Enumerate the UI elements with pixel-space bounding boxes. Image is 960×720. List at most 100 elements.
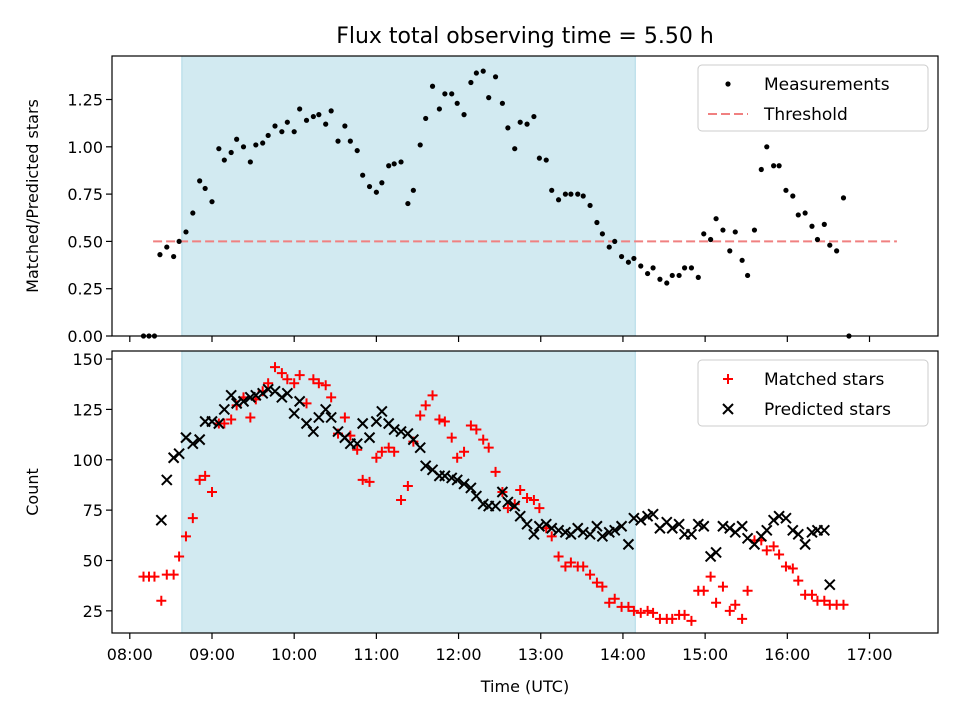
data-point xyxy=(578,561,589,572)
data-point xyxy=(310,113,316,120)
data-point xyxy=(347,138,353,144)
data-point xyxy=(360,172,366,178)
data-point xyxy=(478,434,489,445)
data-point xyxy=(701,231,707,237)
data-point xyxy=(209,199,215,205)
data-point xyxy=(780,561,791,572)
data-point xyxy=(197,178,203,184)
data-point xyxy=(176,238,182,245)
data-point xyxy=(609,524,621,536)
data-point xyxy=(439,470,451,482)
data-point xyxy=(326,392,337,403)
data-point xyxy=(354,147,360,154)
data-point xyxy=(594,219,600,226)
data-point xyxy=(717,581,728,592)
data-point xyxy=(364,476,375,487)
y-tick-label: 100 xyxy=(72,451,103,470)
data-point xyxy=(206,487,217,497)
data-point xyxy=(325,411,337,424)
data-point xyxy=(732,229,738,235)
data-point xyxy=(528,528,540,541)
data-point xyxy=(289,378,300,389)
data-point xyxy=(635,514,647,526)
legend-label: Predicted stars xyxy=(764,400,891,420)
data-point xyxy=(720,227,726,233)
data-point xyxy=(502,503,513,514)
data-point xyxy=(228,149,234,156)
data-point xyxy=(245,412,256,423)
data-point xyxy=(638,263,644,269)
data-point xyxy=(698,520,710,532)
data-point xyxy=(802,210,808,216)
data-point xyxy=(272,123,278,129)
data-point xyxy=(553,551,564,562)
data-point xyxy=(751,227,758,233)
data-point xyxy=(183,229,189,235)
data-point xyxy=(451,474,463,486)
legend: Matched stars Predicted stars xyxy=(697,359,929,427)
data-point xyxy=(587,202,593,209)
data-point xyxy=(263,378,274,389)
top-panel: 0.00 0.25 0.50 0.75 1.00 1.25 Matched/Predicte… xyxy=(23,55,939,346)
legend-marker xyxy=(722,403,734,415)
y-tick-label: 0.75 xyxy=(67,185,103,204)
data-point xyxy=(827,242,833,248)
data-point xyxy=(612,238,618,245)
data-point xyxy=(434,414,445,425)
data-point xyxy=(650,265,656,271)
data-point xyxy=(585,569,596,580)
data-point xyxy=(388,423,400,436)
data-point xyxy=(625,259,632,265)
data-point xyxy=(809,223,815,229)
y-axis-label: Count xyxy=(23,468,42,516)
data-point xyxy=(398,159,404,165)
data-point xyxy=(695,274,701,280)
data-point xyxy=(250,389,262,402)
data-point xyxy=(591,520,603,532)
data-point xyxy=(824,578,836,591)
data-point xyxy=(533,520,546,532)
data-point xyxy=(647,508,659,520)
x-tick-label: 17:00 xyxy=(846,645,892,664)
data-point xyxy=(219,418,230,429)
data-point xyxy=(194,474,205,485)
legend-marker xyxy=(725,81,731,87)
data-point xyxy=(840,195,847,201)
data-point xyxy=(370,415,383,428)
data-point xyxy=(335,138,341,144)
data-point xyxy=(631,255,637,262)
data-point xyxy=(419,460,432,472)
data-point xyxy=(609,593,620,604)
data-point xyxy=(758,166,764,173)
y-tick-label: 125 xyxy=(72,400,103,419)
data-point xyxy=(226,414,237,425)
data-point xyxy=(156,595,167,606)
data-point xyxy=(560,561,571,572)
x-tick-label: 11:00 xyxy=(353,645,399,664)
data-point xyxy=(599,231,605,237)
data-point xyxy=(190,210,196,216)
data-point xyxy=(410,187,416,193)
data-point xyxy=(452,452,463,463)
data-point xyxy=(531,113,537,120)
legend-marker xyxy=(723,374,733,384)
data-point xyxy=(301,398,312,409)
data-point xyxy=(648,607,659,618)
data-point xyxy=(439,416,450,427)
data-point xyxy=(366,183,373,190)
data-point xyxy=(465,482,477,494)
data-point xyxy=(657,276,663,282)
data-point xyxy=(591,577,602,588)
data-point xyxy=(405,200,411,207)
data-point xyxy=(471,424,482,435)
series-measurements xyxy=(140,68,852,339)
data-point xyxy=(480,68,486,74)
data-point xyxy=(427,390,438,401)
x-tick-label: 15:00 xyxy=(682,645,728,664)
data-point xyxy=(555,197,562,203)
data-point xyxy=(499,100,505,106)
data-point xyxy=(818,524,831,536)
data-point xyxy=(606,244,612,250)
data-point xyxy=(635,607,646,618)
data-point xyxy=(351,437,363,450)
